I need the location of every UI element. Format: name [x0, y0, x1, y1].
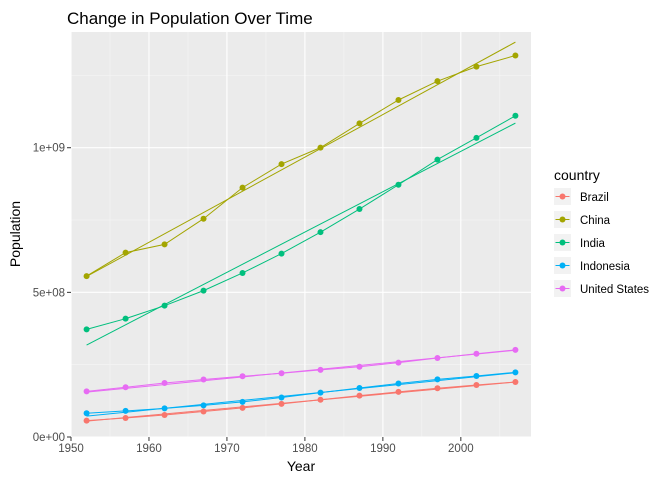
x-tick-label: 1990	[370, 443, 396, 455]
data-point-indonesia	[512, 369, 519, 376]
legend: country Brazil China India Indonesia United …	[554, 167, 649, 297]
series-line-india	[86, 115, 516, 330]
major-gridlines	[70, 32, 531, 438]
data-point-china	[122, 249, 129, 256]
legend-label-brazil: Brazil	[580, 192, 609, 204]
data-point-china	[473, 63, 480, 70]
legend-key-point-united-states	[559, 285, 566, 292]
data-point-brazil	[122, 415, 129, 422]
data-point-china	[239, 184, 246, 191]
legend-label-indonesia: Indonesia	[580, 261, 630, 273]
minor-gridlines	[71, 32, 531, 437]
chart-title: Change in Population Over Time	[67, 9, 313, 28]
x-tick-label: 1970	[214, 443, 240, 455]
legend-key-point-china	[559, 216, 566, 223]
data-point-china	[83, 273, 90, 280]
data-point-china	[395, 96, 402, 103]
data-point-brazil	[83, 417, 90, 424]
data-point-brazil	[200, 408, 207, 415]
legend-label-india: India	[580, 238, 606, 250]
data-point-india	[83, 326, 90, 333]
data-point-indonesia	[200, 402, 207, 409]
data-point-china	[317, 144, 324, 151]
data-point-india	[473, 134, 480, 141]
data-point-brazil	[356, 392, 363, 399]
data-point-india	[317, 229, 324, 236]
data-point-indonesia	[473, 372, 480, 379]
data-point-united-states	[395, 359, 402, 366]
data-point-indonesia	[434, 376, 441, 383]
data-point-india	[278, 250, 285, 257]
data-point-indonesia	[161, 405, 168, 412]
data-point-india	[122, 315, 129, 322]
series-line-united-states	[86, 349, 516, 392]
data-point-united-states	[122, 384, 129, 391]
data-point-india	[161, 302, 168, 309]
x-axis-title: Year	[287, 458, 316, 474]
data-point-india	[512, 112, 519, 119]
data-point-india	[356, 206, 363, 213]
data-point-brazil	[512, 379, 519, 386]
data-point-india	[434, 156, 441, 163]
data-point-india	[395, 181, 402, 188]
data-point-india	[239, 269, 246, 276]
data-point-united-states	[200, 376, 207, 383]
data-point-brazil	[239, 404, 246, 411]
data-point-indonesia	[83, 410, 90, 417]
legend-key-point-indonesia	[559, 262, 566, 269]
y-tick-label: 1e+09	[33, 143, 65, 155]
legend-key-point-brazil	[559, 193, 566, 200]
data-point-indonesia	[317, 389, 324, 396]
x-tick-label: 1980	[292, 443, 318, 455]
y-axis-title: Population	[7, 201, 23, 267]
data-point-indonesia	[278, 394, 285, 401]
data-point-china	[200, 215, 207, 222]
x-tick-label: 1960	[136, 443, 162, 455]
data-point-brazil	[434, 385, 441, 392]
axis-layer: 1950 1960 1970 1980 1990 2000 0e+00 5e+08 1e+09	[33, 143, 474, 455]
legend-label-china: China	[580, 215, 611, 227]
legend-key-point-india	[559, 239, 566, 246]
data-point-indonesia	[356, 385, 363, 392]
series-line-indonesia	[86, 371, 516, 414]
data-point-brazil	[278, 400, 285, 407]
series-layer	[83, 41, 519, 424]
data-point-brazil	[317, 396, 324, 403]
series-line-brazil	[86, 381, 516, 422]
y-tick-label: 5e+08	[33, 287, 65, 299]
data-point-united-states	[239, 373, 246, 380]
legend-title: country	[554, 167, 600, 183]
data-point-united-states	[161, 380, 168, 387]
series-line-china	[86, 55, 516, 277]
x-tick-label: 2000	[448, 443, 474, 455]
data-point-china	[356, 120, 363, 127]
data-point-united-states	[317, 366, 324, 373]
trend-line-china	[86, 41, 516, 277]
data-point-united-states	[356, 363, 363, 370]
legend-label-united-states: United States	[580, 284, 649, 296]
data-point-united-states	[434, 355, 441, 362]
data-point-china	[434, 78, 441, 85]
data-point-united-states	[83, 388, 90, 395]
data-point-brazil	[395, 388, 402, 395]
data-point-brazil	[161, 412, 168, 419]
data-point-indonesia	[122, 407, 129, 414]
data-point-united-states	[512, 346, 519, 353]
x-tick-label: 1950	[58, 443, 84, 455]
data-point-china	[278, 161, 285, 168]
y-tick-label: 0e+00	[33, 432, 65, 444]
data-point-united-states	[473, 350, 480, 357]
data-point-china	[512, 52, 519, 59]
data-point-indonesia	[395, 380, 402, 387]
data-point-china	[161, 241, 168, 248]
data-point-indonesia	[239, 398, 246, 405]
data-point-brazil	[473, 381, 480, 388]
data-point-india	[200, 287, 207, 294]
data-point-united-states	[278, 370, 285, 377]
